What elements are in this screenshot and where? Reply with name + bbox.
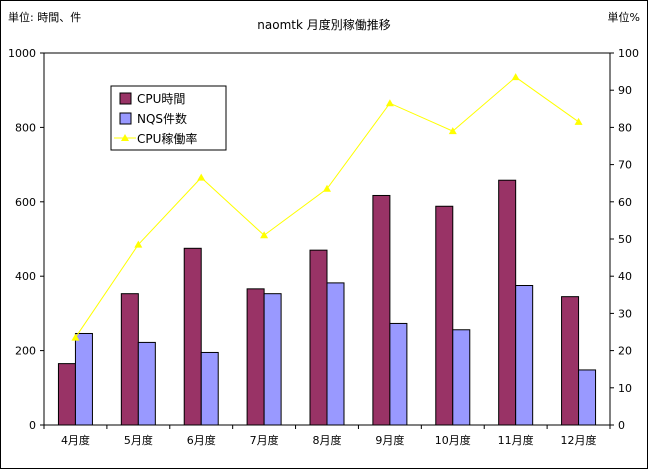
left-axis-tick-label: 800 xyxy=(15,121,36,134)
x-axis-category-label: 9月度 xyxy=(375,433,404,447)
right-axis-tick-label: 50 xyxy=(618,233,632,246)
bar-nqs-count xyxy=(137,341,156,426)
point-cpu-utilization xyxy=(574,117,583,125)
legend-label-nqs: NQS件数 xyxy=(137,111,187,126)
x-axis-category-label: 11月度 xyxy=(498,433,534,447)
bar-cpu-time xyxy=(183,247,202,426)
bar-cpu-time xyxy=(246,288,265,426)
left-axis-tick-label: 200 xyxy=(15,345,36,358)
bar-cpu-time xyxy=(561,296,580,426)
bar-nqs-count xyxy=(578,369,597,426)
right-axis-tick-label: 40 xyxy=(618,270,632,283)
right-axis-tick-label: 60 xyxy=(618,196,632,209)
right-axis-tick-label: 0 xyxy=(618,419,625,432)
legend-marker-rate xyxy=(121,134,129,141)
point-cpu-utilization xyxy=(71,333,80,341)
right-axis-tick-label: 20 xyxy=(618,345,632,358)
right-axis-tick-label: 80 xyxy=(618,121,632,134)
left-axis-tick-label: 600 xyxy=(15,196,36,209)
right-axis-tick-label: 100 xyxy=(618,47,639,60)
bar-nqs-count xyxy=(389,322,408,426)
x-axis-category-label: 4月度 xyxy=(61,433,90,447)
x-axis-category-label: 12月度 xyxy=(561,433,597,447)
chart-title: naomtk 月度別稼働推移 xyxy=(257,17,390,32)
x-axis-category-label: 6月度 xyxy=(187,433,216,447)
legend-label-cpu: CPU時間 xyxy=(137,92,185,106)
left-axis-tick-label: 1000 xyxy=(8,47,36,60)
bar-nqs-count xyxy=(200,351,219,426)
bar-nqs-count xyxy=(74,332,93,426)
point-cpu-utilization xyxy=(448,127,457,135)
left-axis-tick-label: 400 xyxy=(15,270,36,283)
right-axis-unit-label: 単位% xyxy=(608,10,640,24)
bar-nqs-count xyxy=(263,293,282,426)
x-axis-category-label: 8月度 xyxy=(313,433,342,447)
bars xyxy=(57,179,597,426)
lines xyxy=(71,73,583,341)
x-axis-category-label: 5月度 xyxy=(124,433,153,447)
bar-cpu-time xyxy=(498,179,517,426)
bar-cpu-time xyxy=(120,293,139,426)
bar-cpu-time xyxy=(435,205,454,426)
legend: CPU時間 NQS件数 CPU稼働率 xyxy=(110,85,227,151)
x-axis-category-label: 7月度 xyxy=(250,433,279,447)
labels: 0 200 400 600 800 1000 0 10 20 30 40 50 60 70 80 90 100 4… xyxy=(8,47,639,447)
legend-swatch-cpu xyxy=(119,92,132,105)
right-axis-tick-label: 90 xyxy=(618,84,632,97)
bar-nqs-count xyxy=(515,285,534,426)
point-cpu-utilization xyxy=(385,99,394,107)
bar-cpu-time xyxy=(309,249,328,426)
legend-label-rate: CPU稼働率 xyxy=(137,131,197,146)
left-axis-unit-label: 単位: 時間、件 xyxy=(8,10,81,24)
point-cpu-utilization xyxy=(197,173,206,181)
point-cpu-utilization xyxy=(134,240,143,248)
legend-swatch-nqs xyxy=(119,112,132,125)
point-cpu-utilization xyxy=(260,231,269,239)
bar-nqs-count xyxy=(452,329,471,426)
left-axis-tick-label: 0 xyxy=(29,419,36,432)
x-axis-category-label: 10月度 xyxy=(435,433,471,447)
point-cpu-utilization xyxy=(323,184,331,192)
point-cpu-utilization xyxy=(511,73,520,81)
right-axis-tick-label: 70 xyxy=(618,159,632,172)
bar-cpu-time xyxy=(372,194,391,426)
axes xyxy=(40,52,614,429)
right-axis-tick-label: 30 xyxy=(618,307,632,320)
bar-nqs-count xyxy=(326,282,345,426)
right-axis-tick-label: 10 xyxy=(618,382,632,395)
bar-cpu-time xyxy=(57,363,76,426)
